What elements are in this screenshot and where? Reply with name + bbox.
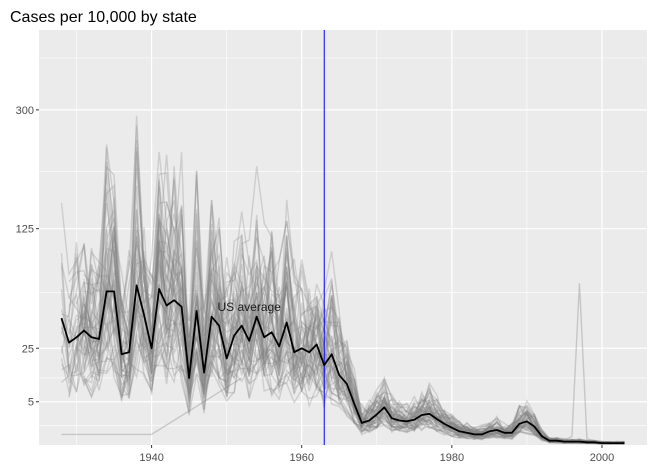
state-line: [68, 230, 625, 445]
us-average-line: [60, 284, 625, 444]
state-line: [83, 250, 625, 444]
state-line: [61, 292, 625, 445]
state-line: [75, 166, 625, 444]
state-line: [83, 217, 625, 445]
y-tick-label: 25: [22, 343, 34, 355]
plot-panel: [39, 30, 647, 445]
state-line: [75, 186, 625, 444]
state-line: [61, 152, 625, 444]
state-line: [68, 213, 625, 445]
state-line: [83, 302, 625, 445]
x-tick-label: 1940: [139, 452, 163, 464]
state-line: [83, 151, 625, 444]
state-line: [60, 270, 625, 445]
us-average-series: [60, 284, 625, 444]
state-line: [60, 165, 625, 444]
state-line: [83, 259, 625, 445]
state-line: [60, 125, 625, 444]
x-tick-label: 2000: [590, 452, 614, 464]
state-line: [83, 147, 625, 444]
state-line: [60, 184, 625, 444]
state-line: [83, 284, 625, 445]
axes: 1940 1960 1980 2000 5 25 125 300: [16, 105, 615, 464]
x-tick-label: 1960: [289, 452, 313, 464]
state-line: [68, 201, 625, 444]
state-line: [61, 282, 625, 445]
state-line: [68, 161, 625, 444]
state-line: [68, 300, 625, 445]
x-tick-label: 1980: [440, 452, 464, 464]
state-line: [60, 316, 625, 445]
state-line: [75, 245, 625, 445]
state-line: [60, 208, 625, 445]
y-tick-label: 300: [16, 105, 34, 117]
state-line: [564, 283, 595, 442]
state-line: [83, 167, 625, 444]
us-average-label: US average: [217, 300, 281, 314]
state-line: [68, 298, 625, 445]
state-line: [83, 181, 625, 444]
state-line: [75, 258, 625, 445]
state-line: [83, 256, 625, 445]
state-line: [60, 249, 625, 445]
state-line: [61, 377, 243, 436]
state-line: [60, 320, 625, 445]
state-line: [68, 301, 625, 445]
state-line: [83, 244, 625, 445]
state-line: [68, 147, 625, 444]
state-line: [83, 317, 625, 445]
y-tick-label: 125: [16, 224, 34, 236]
grid-lines: [39, 30, 647, 445]
state-line: [75, 241, 625, 445]
state-line: [60, 174, 625, 444]
chart-title: Cases per 10,000 by state: [10, 9, 197, 26]
state-line: [75, 115, 625, 444]
state-line: [60, 221, 625, 445]
state-line: [60, 139, 625, 444]
state-line: [60, 217, 625, 444]
state-line: [83, 197, 625, 444]
state-line: [60, 288, 625, 445]
y-tick-label: 5: [28, 397, 34, 409]
